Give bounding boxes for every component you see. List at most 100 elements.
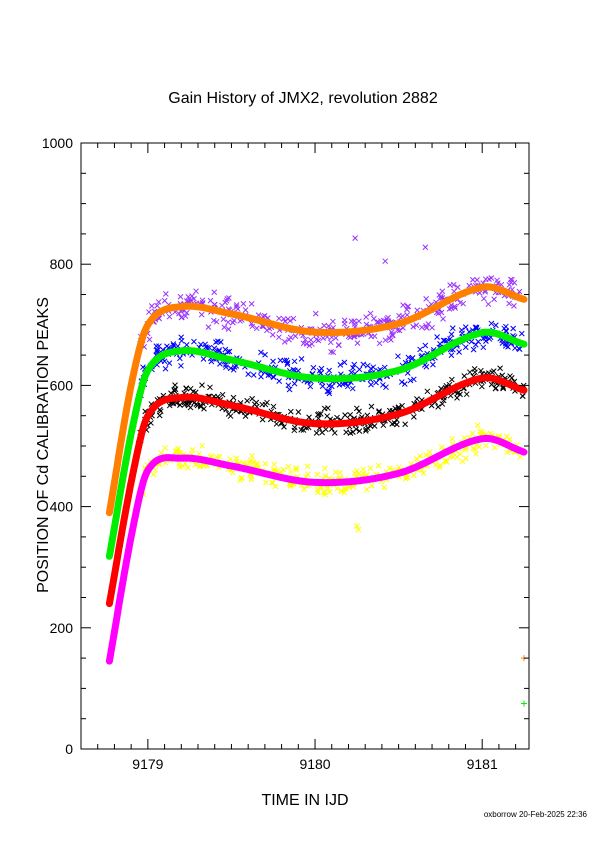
axes-layer: 0 200 400 600 800 1000 9179 9180 9181 xyxy=(42,135,529,772)
data-point xyxy=(454,284,461,291)
fit-point xyxy=(114,609,121,616)
data-point xyxy=(334,485,341,492)
fit-point xyxy=(127,482,134,489)
fit-point xyxy=(135,395,142,402)
data-point xyxy=(450,453,456,460)
fit-point xyxy=(139,428,146,435)
data-point xyxy=(277,357,284,364)
data-point xyxy=(239,474,245,481)
data-point xyxy=(410,376,417,383)
data-point xyxy=(478,367,484,374)
data-point xyxy=(233,302,240,308)
data-point xyxy=(432,462,439,468)
fit-point xyxy=(112,623,119,630)
fit-point xyxy=(121,513,128,520)
data-point xyxy=(189,447,196,453)
data-point xyxy=(448,376,455,383)
fit-point xyxy=(123,500,130,507)
data-point xyxy=(353,467,360,474)
data-point xyxy=(380,422,387,429)
data-point xyxy=(304,463,311,470)
data-point xyxy=(245,371,252,377)
fit-point xyxy=(132,363,139,370)
data-point xyxy=(375,319,382,326)
data-point xyxy=(368,381,374,388)
data-point xyxy=(219,302,225,309)
fit-point xyxy=(108,539,115,546)
fit-point xyxy=(119,431,126,438)
data-point xyxy=(227,365,234,372)
data-point xyxy=(402,421,409,428)
data-point xyxy=(341,359,348,366)
data-point xyxy=(309,341,315,347)
fit-point xyxy=(136,391,143,398)
fit-point xyxy=(109,488,116,495)
data-point xyxy=(196,450,202,457)
fit-point xyxy=(111,573,118,580)
fit-line xyxy=(105,374,528,608)
data-point xyxy=(185,464,191,471)
fit-point xyxy=(118,485,125,492)
data-point xyxy=(348,369,355,376)
data-point xyxy=(287,469,294,475)
fit-point xyxy=(111,481,118,488)
fit-point xyxy=(118,589,125,596)
data-point xyxy=(451,303,458,310)
data-point xyxy=(462,446,469,453)
fit-point xyxy=(106,553,113,560)
fit-point xyxy=(107,593,114,600)
data-point xyxy=(376,408,382,414)
data-point xyxy=(222,346,229,353)
fit-point xyxy=(139,382,146,389)
fit-point xyxy=(108,644,115,651)
fit-point xyxy=(113,512,120,519)
data-point xyxy=(417,346,423,353)
data-point xyxy=(420,470,427,477)
data-point xyxy=(405,354,412,361)
data-point xyxy=(367,423,374,430)
data-point xyxy=(213,318,220,325)
fit-point xyxy=(106,658,113,665)
data-point xyxy=(343,485,350,492)
data-point xyxy=(263,479,269,486)
x-tick-label: 9180 xyxy=(299,756,330,772)
data-point xyxy=(225,411,232,417)
fit-point xyxy=(136,492,143,499)
data-point xyxy=(457,299,464,306)
data-point xyxy=(363,321,370,328)
data-point xyxy=(321,405,328,412)
data-point xyxy=(376,409,382,416)
data-point xyxy=(286,386,293,393)
y-tick-label: 400 xyxy=(50,499,74,515)
data-point xyxy=(351,321,358,327)
fit-point xyxy=(138,433,145,440)
data-point xyxy=(312,310,319,317)
data-point xyxy=(150,471,157,478)
data-point xyxy=(146,336,153,343)
fit-point xyxy=(121,568,128,575)
data-point xyxy=(410,472,417,479)
y-tick-label: 800 xyxy=(50,256,74,272)
fit-point xyxy=(141,374,148,381)
fit-point xyxy=(122,410,129,417)
data-point xyxy=(356,318,362,325)
data-point xyxy=(423,322,429,329)
data-point xyxy=(354,340,361,346)
data-point xyxy=(307,337,314,343)
data-point xyxy=(304,471,311,478)
data-point xyxy=(429,324,435,331)
data-point xyxy=(249,395,256,402)
data-point xyxy=(423,363,430,370)
fit-point xyxy=(129,422,136,429)
data-point xyxy=(497,365,503,372)
data-point xyxy=(172,382,178,388)
fit-point xyxy=(115,546,122,553)
fit-point xyxy=(132,411,139,418)
data-point xyxy=(183,385,190,391)
data-point xyxy=(298,356,305,362)
data-point xyxy=(293,465,300,471)
data-point xyxy=(324,413,330,419)
data-point xyxy=(338,488,345,495)
data-point xyxy=(230,394,237,401)
data-point xyxy=(430,361,436,368)
